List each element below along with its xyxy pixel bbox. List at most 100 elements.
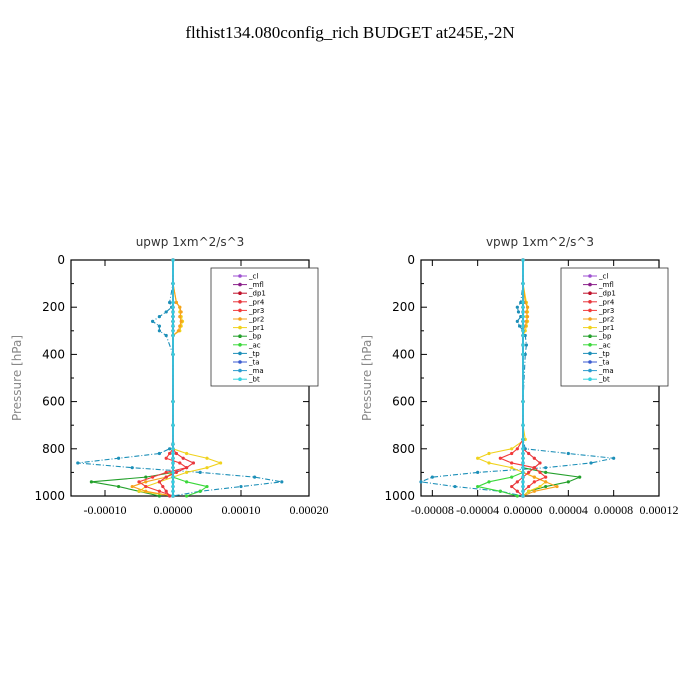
data-point-bt xyxy=(171,442,175,446)
data-point-pr4 xyxy=(527,470,531,474)
data-point-tp xyxy=(523,333,527,338)
data-point-bt xyxy=(521,282,525,286)
data-point-bt xyxy=(521,480,525,484)
legend-marker xyxy=(238,325,242,330)
data-point-tp xyxy=(168,447,172,451)
legend-label: _bp xyxy=(598,333,612,341)
y-tick-label: 1000 xyxy=(34,489,65,503)
data-point-bt xyxy=(521,466,525,470)
data-point-pr2 xyxy=(179,319,183,323)
x-tick-label: -0.00010 xyxy=(84,503,127,517)
data-point-pr3 xyxy=(178,461,182,465)
legend-marker xyxy=(238,300,242,304)
data-point-pr4 xyxy=(191,461,195,465)
data-point-bp xyxy=(566,480,570,484)
legend-label: _pr4 xyxy=(248,298,265,306)
x-tick-label: -0.00008 xyxy=(411,503,454,517)
data-point-bt xyxy=(521,489,525,493)
data-point-bp xyxy=(157,494,161,498)
data-point-tp xyxy=(198,470,202,474)
y-tick-label: 400 xyxy=(42,347,65,361)
data-point-pr4 xyxy=(157,480,161,484)
data-point-bt xyxy=(521,352,525,356)
data-point-pr2 xyxy=(178,305,182,309)
data-point-ac xyxy=(476,484,480,489)
legend-label: _mfl xyxy=(598,281,614,289)
legend-label: _ta xyxy=(248,359,260,367)
data-point-tp xyxy=(524,343,529,347)
data-point-pr1 xyxy=(205,466,209,470)
data-point-pr1 xyxy=(219,461,223,465)
x-tick-label: 0.00012 xyxy=(640,503,679,517)
data-point-bt xyxy=(521,456,525,460)
data-point-tp xyxy=(157,329,161,333)
legend-marker xyxy=(588,368,592,373)
data-point-pr3 xyxy=(157,489,161,493)
data-point-bp xyxy=(578,475,582,479)
data-point-tp xyxy=(518,324,522,328)
data-point-bt xyxy=(521,300,525,305)
data-point-bt xyxy=(171,480,175,484)
legend-label: _ac xyxy=(598,341,611,349)
data-point-pr3 xyxy=(510,451,514,456)
legend-marker xyxy=(238,360,242,364)
data-point-bt xyxy=(171,489,175,493)
data-point-pr3 xyxy=(532,480,536,484)
data-point-pr2 xyxy=(555,484,559,489)
data-point-bt xyxy=(171,333,175,338)
data-point-pr1 xyxy=(523,329,527,333)
data-point-ac xyxy=(205,484,209,489)
data-point-bp xyxy=(544,484,548,489)
legend-label: _mfl xyxy=(248,281,264,289)
data-point-bt xyxy=(171,319,175,323)
data-point-tp xyxy=(515,305,519,309)
data-point-pr4 xyxy=(515,489,519,493)
data-point-pr2 xyxy=(523,324,527,328)
legend-label: _bt xyxy=(248,376,260,384)
legend-marker xyxy=(588,308,592,313)
legend-label: _pr3 xyxy=(598,307,614,315)
data-point-tp xyxy=(151,319,155,323)
data-point-bt xyxy=(521,310,525,314)
legend-marker xyxy=(588,325,592,330)
legend-marker xyxy=(238,317,242,321)
data-point-pr4 xyxy=(510,484,514,489)
data-point-pr2 xyxy=(174,300,178,305)
y-tick-label: 800 xyxy=(392,442,415,456)
data-point-tp xyxy=(168,300,172,305)
legend-label: _tp xyxy=(248,350,260,358)
data-point-tp xyxy=(453,484,457,489)
data-point-bt xyxy=(521,258,525,262)
x-tick-label: 0.00008 xyxy=(594,503,633,517)
y-tick-label: 200 xyxy=(42,300,65,314)
data-point-pr2 xyxy=(130,484,134,489)
chart-panel-upwp: upwp 1xm^2/s^3 Pressure [hPa] 0 200 400 600 80… xyxy=(10,235,329,517)
legend-label: _pr2 xyxy=(248,316,264,324)
data-point-bt xyxy=(521,451,525,456)
data-point-pr4 xyxy=(538,461,542,465)
data-point-pr4 xyxy=(532,466,536,470)
legend-label: _pr4 xyxy=(598,298,615,306)
data-point-bt xyxy=(521,329,525,333)
chart-panel-vpwp: vpwp 1xm^2/s^3 Pressure [hPa] 0 200 400 600 80… xyxy=(360,235,679,517)
legend-marker xyxy=(588,377,592,382)
data-point-pr2 xyxy=(523,300,527,305)
data-point-pr1 xyxy=(476,456,480,460)
x-tick-label: 0.00000 xyxy=(504,503,543,517)
data-point-bt xyxy=(171,494,175,498)
data-point-pr2 xyxy=(524,310,529,314)
data-point-bt xyxy=(521,447,525,451)
data-point-tp xyxy=(239,484,243,489)
data-point-pr4 xyxy=(532,456,536,460)
legend-label: _bp xyxy=(248,333,262,341)
data-point-bt xyxy=(521,315,525,319)
y-tick-label: 800 xyxy=(42,442,65,456)
data-point-ac xyxy=(487,480,491,484)
legend-label: _cl xyxy=(248,273,258,281)
data-point-bt xyxy=(171,423,175,427)
data-point-bt xyxy=(171,484,175,489)
data-point-pr4 xyxy=(527,451,531,456)
data-point-bt xyxy=(521,461,525,465)
legend-label: _pr1 xyxy=(598,324,614,332)
x-tick-label: -0.00004 xyxy=(456,503,499,517)
